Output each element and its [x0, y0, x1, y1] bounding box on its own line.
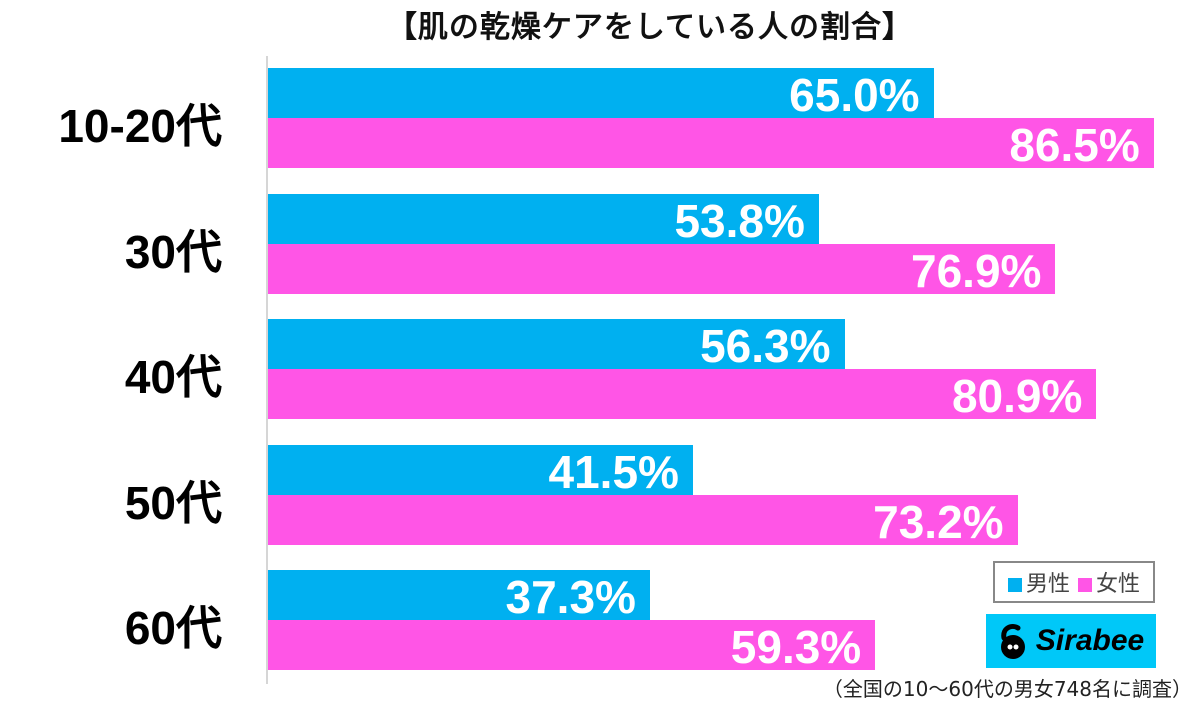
category-label: 40代 [124, 351, 222, 403]
female-value-label: 59.3% [730, 621, 862, 673]
male-value-label: 37.3% [505, 571, 636, 623]
female-value-label: 86.5% [1009, 119, 1140, 171]
female-bar: 80.9% [268, 369, 1097, 422]
female-bar: 59.3% [268, 620, 876, 673]
female-value-label: 80.9% [951, 370, 1083, 422]
male-bar: 56.3% [268, 319, 845, 372]
female-bar: 76.9% [268, 243, 1056, 297]
male-bar: 53.8% [268, 193, 819, 247]
category-label: 30代 [124, 225, 222, 278]
female-bar: 86.5% [268, 118, 1154, 171]
male-value-label: 41.5% [548, 445, 679, 498]
legend: 男性 女性 [993, 561, 1155, 603]
legend-item-male: 男性 [1007, 566, 1070, 598]
category-label: 50代 [124, 476, 222, 529]
male-bar: 41.5% [268, 444, 693, 498]
sirabee-logo: Sirabee [986, 614, 1156, 668]
male-value-label: 53.8% [674, 194, 805, 247]
female-value-label: 73.2% [873, 495, 1004, 548]
male-bar: 37.3% [268, 570, 650, 623]
male-value-label: 65.0% [789, 69, 920, 121]
sirabee-mascot-icon [1000, 623, 1025, 659]
female-value-label: 76.9% [911, 244, 1042, 297]
legend-item-female: 女性 [1078, 566, 1140, 598]
male-bar: 65.0% [268, 68, 934, 121]
female-bar: 73.2% [268, 494, 1018, 548]
y-axis-line [266, 56, 268, 684]
survey-footnote: （全国の10〜60代の男女748名に調査） [822, 677, 1192, 701]
female-swatch-icon [1078, 578, 1092, 592]
chart-title: 【肌の乾燥ケアをしている人の割合】 [386, 10, 914, 45]
male-value-label: 56.3% [700, 320, 831, 372]
category-label: 60代 [124, 602, 222, 654]
male-swatch-icon [1007, 578, 1022, 592]
category-label: 10-20代 [58, 100, 222, 152]
